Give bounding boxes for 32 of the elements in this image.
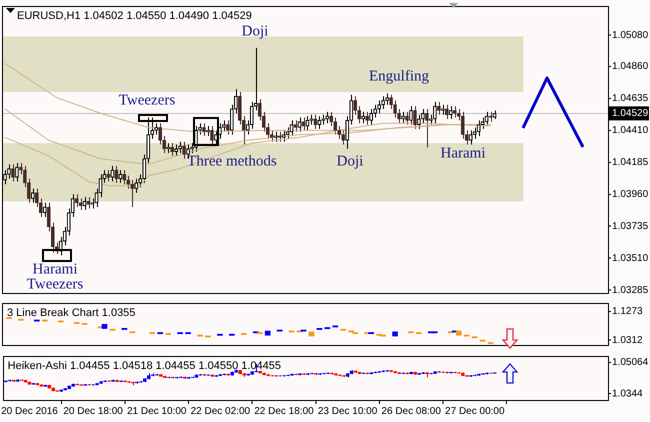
chart-title: 3 Line Break Chart 1.0355	[7, 307, 136, 320]
y-tick-label: 1.05080	[612, 30, 649, 41]
annotation: Harami	[440, 146, 486, 162]
x-tick-label: 23 Dec 10:00	[318, 406, 378, 417]
x-tick-label: 26 Dec 08:00	[381, 406, 442, 417]
y-tick-label: 1.1273	[612, 306, 644, 318]
annotation: Engulfing	[369, 68, 429, 84]
annotation: Harami	[32, 262, 78, 278]
ref-line-label: 1.04529	[612, 108, 649, 120]
x-tick-label: 22 Dec 02:00	[190, 406, 251, 417]
y-tick-label: 1.05064	[612, 357, 649, 368]
y-tick-label: 1.04635	[612, 93, 649, 104]
y-tick-label: 1.0312	[612, 334, 644, 346]
annotation: Doji	[242, 24, 268, 40]
y-tick-label: 1.04185	[612, 157, 649, 168]
chart-title: EURUSD,H1 1.04502 1.04550 1.04490 1.04529	[17, 10, 252, 22]
x-tick-label: 21 Dec 10:00	[126, 406, 187, 417]
x-tick-label: 22 Dec 18:00	[254, 406, 314, 417]
y-tick-label: 1.03285	[612, 284, 649, 296]
y-tick-label: 1.04860	[612, 61, 649, 72]
annotation: Tweezers	[26, 276, 84, 292]
y-tick-label: 1.03960	[612, 189, 649, 200]
y-tick-label: 1.0344	[612, 388, 644, 400]
x-tick-label: 20 Dec 2016	[1, 406, 58, 417]
annotation: Tweezers	[118, 92, 176, 108]
annotation: Doji	[336, 154, 364, 170]
y-tick-label: 1.04410	[612, 125, 649, 136]
x-tick-label: 27 Dec 00:00	[445, 406, 505, 417]
y-tick-label: 1.03510	[612, 252, 649, 264]
x-tick-label: 20 Dec 18:00	[63, 406, 124, 417]
y-tick-label: 1.03735	[612, 220, 649, 232]
annotation: Three methods	[187, 154, 277, 170]
